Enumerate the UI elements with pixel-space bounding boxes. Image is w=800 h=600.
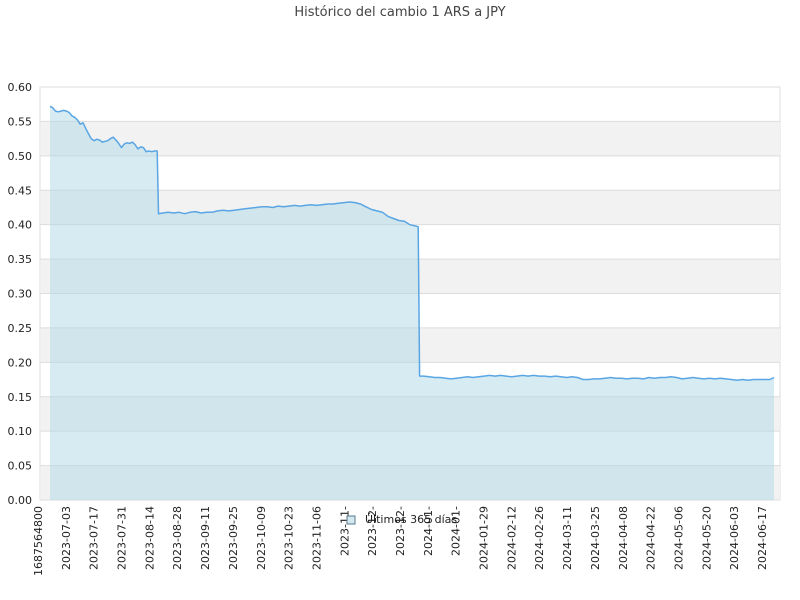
x-tick-label: 2023-11-06 bbox=[310, 506, 323, 570]
x-tick-label: 2024-06-03 bbox=[728, 506, 741, 570]
x-tick-label: 2024-04-08 bbox=[617, 506, 630, 570]
x-tick-label: 2024-04-22 bbox=[645, 506, 658, 570]
x-tick-label: 2023-07-03 bbox=[60, 506, 73, 570]
x-tick-label: 2024-05-20 bbox=[700, 506, 713, 570]
y-tick-label: 0.15 bbox=[8, 391, 33, 404]
y-tick-label: 0.40 bbox=[8, 219, 33, 232]
series-line bbox=[49, 105, 775, 381]
x-tick-label: 2024-01-29 bbox=[478, 506, 491, 570]
x-tick-label: 2024-02-26 bbox=[533, 506, 546, 570]
x-tick-label: 2023-07-17 bbox=[88, 506, 101, 570]
x-tick-label: 2024-06-17 bbox=[756, 506, 769, 570]
chart-title: Histórico del cambio 1 ARS a JPY bbox=[294, 5, 505, 20]
x-tick-label: 2023-09-11 bbox=[199, 506, 212, 570]
x-tick-label: 2023-12- bbox=[366, 506, 379, 556]
x-tick-label: 2024-05-06 bbox=[672, 506, 685, 570]
x-tick-label: 2023-08-28 bbox=[171, 506, 184, 570]
x-tick-label: 2023-12- bbox=[394, 506, 407, 556]
grid-band bbox=[41, 121, 780, 156]
legend-swatch[interactable] bbox=[346, 515, 356, 525]
series-layer bbox=[49, 105, 775, 501]
series-area bbox=[50, 106, 774, 501]
x-axis: 1687564800 2023-07-03 2023-07-17 2023-07-31… bbox=[32, 506, 769, 576]
legend-label[interactable]: Últimos 365 días bbox=[365, 513, 457, 526]
y-tick-label: 0.50 bbox=[8, 150, 33, 163]
y-tick-label: 0.30 bbox=[8, 288, 33, 301]
x-tick-label: 2023-10-23 bbox=[283, 506, 296, 570]
x-tick-label: 2024-02-12 bbox=[505, 506, 518, 570]
x-tick-label: 2024-01- bbox=[450, 506, 463, 556]
x-tick-label: 2023-11- bbox=[338, 506, 351, 556]
legend[interactable]: Últimos 365 días bbox=[346, 513, 457, 526]
x-tick-label: 2024-03-11 bbox=[561, 506, 574, 570]
x-tick-label: 2024-03-25 bbox=[589, 506, 602, 570]
y-tick-label: 0.35 bbox=[8, 253, 33, 266]
y-tick-label: 0.05 bbox=[8, 460, 33, 473]
x-tick-label: 2023-09-25 bbox=[227, 506, 240, 570]
y-tick-label: 0.00 bbox=[8, 494, 33, 507]
x-tick-label: 2023-07-31 bbox=[116, 506, 129, 570]
x-tick-label: 2023-10-09 bbox=[255, 506, 268, 570]
y-tick-label: 0.25 bbox=[8, 322, 33, 335]
y-tick-label: 0.55 bbox=[8, 115, 33, 128]
x-tick-label: 2023-08-14 bbox=[143, 506, 156, 570]
y-tick-label: 0.60 bbox=[8, 81, 33, 94]
y-tick-label: 0.10 bbox=[8, 425, 33, 438]
x-tick-label: 1687564800 bbox=[32, 506, 45, 576]
x-tick-label: 2024-01- bbox=[422, 506, 435, 556]
y-tick-label: 0.20 bbox=[8, 356, 33, 369]
y-tick-label: 0.45 bbox=[8, 184, 33, 197]
